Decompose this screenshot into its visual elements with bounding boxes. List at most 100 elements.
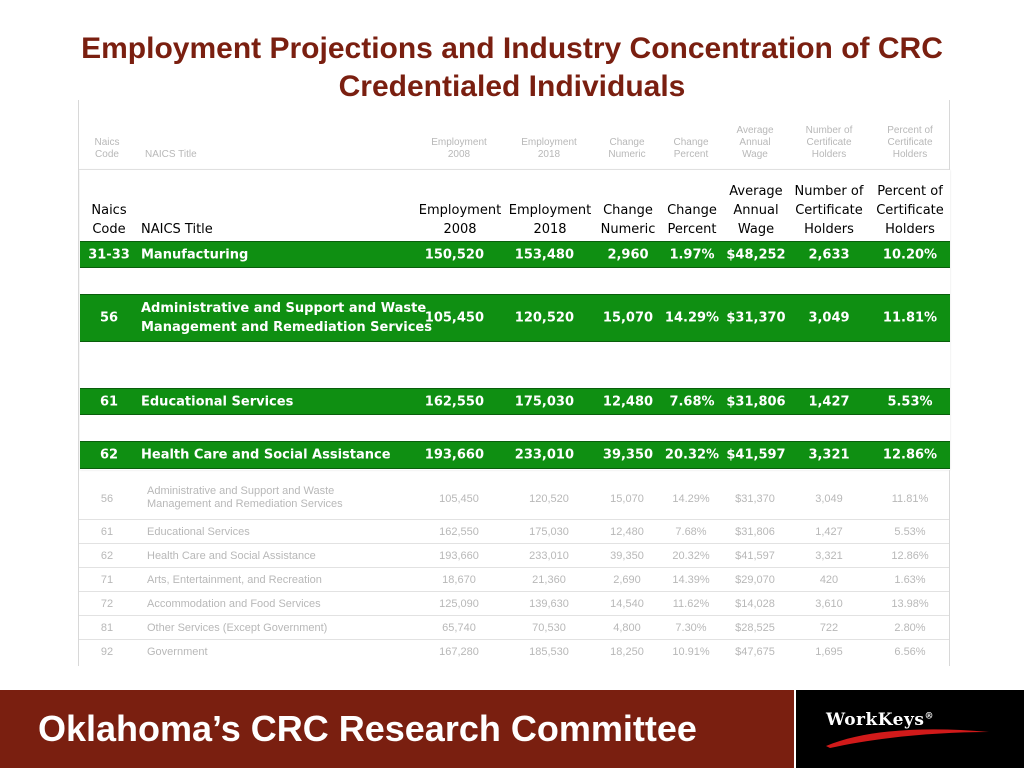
bg-h-e18-2: 2018 (537, 149, 561, 160)
header-wage-l1: Average (729, 184, 783, 199)
background-table-header: Naics Code NAICS Title Employment 2008 E… (79, 100, 949, 170)
row-chg-pct: 20.32% (672, 550, 710, 562)
header-naics-l2: Code (92, 222, 126, 237)
registered-mark: ® (924, 711, 934, 722)
header-num-holders-l1: Number of (794, 184, 864, 199)
row-emp2008: 193,660 (439, 550, 479, 562)
bg-header-title: NAICS Title (145, 149, 197, 160)
row-wage: $29,070 (735, 574, 775, 586)
row-emp2008: 18,670 (442, 574, 476, 586)
workkeys-logo-text: WorkKeys® (826, 710, 934, 730)
bg-h-ph-1: Percent of (887, 125, 933, 136)
row-chg-num: 12,480 (610, 526, 644, 538)
bg-header-naics: Naics Code (79, 137, 135, 161)
row-num-holders: 2,633 (808, 247, 850, 262)
bg-header-naics-l2: Code (95, 149, 119, 160)
row-chg-pct: 14.39% (672, 574, 710, 586)
row-num-holders: 1,695 (815, 646, 843, 658)
row-num-holders: 1,427 (808, 394, 850, 409)
bg-header-pct-holders: Percent of Certificate Holders (871, 125, 949, 161)
bg-header-naics-l1: Naics (94, 137, 120, 148)
header-chg-num-l2: Numeric (600, 222, 656, 237)
row-chg-num: 18,250 (610, 646, 644, 658)
workkeys-logo-word: WorkKeys (826, 710, 925, 730)
header-naics-l1: Naics (91, 203, 127, 218)
highlight-table-header: Naics Code NAICS Title Employment 2008 E… (80, 170, 950, 241)
workkeys-logo: WorkKeys® (794, 690, 1024, 768)
bg-header-chg-num: Change Numeric (595, 137, 659, 161)
header-chg-num: Change Numeric (596, 201, 660, 239)
header-pct-holders-l1: Percent of (877, 184, 943, 199)
bg-header-num-holders: Number of Certificate Holders (791, 125, 867, 161)
highlight-row-manufacturing: 31-33 Manufacturing 150,520 153,480 2,96… (80, 241, 950, 268)
row-title: Accommodation and Food Services (147, 598, 321, 610)
bg-h-cn-1: Change (609, 137, 645, 148)
row-emp2018: 70,530 (532, 622, 566, 634)
table-row: 62 Health Care and Social Assistance 193… (79, 544, 949, 568)
header-emp2008: Employment 2008 (416, 201, 504, 239)
header-num-holders-l2: Certificate (795, 203, 863, 218)
row-chg-pct: 7.30% (675, 622, 707, 634)
bg-h-cp-1: Change (673, 137, 709, 148)
bg-h-e18-1: Employment (521, 137, 577, 148)
row-code: 56 (100, 493, 114, 505)
highlight-row-educational: 61 Educational Services 162,550 175,030 … (80, 388, 950, 415)
row-emp2008: 193,660 (424, 447, 484, 463)
row-emp2018: 120,520 (529, 493, 569, 505)
row-code: 61 (99, 394, 119, 409)
row-pct-holders: 11.81% (891, 493, 929, 505)
row-code: 62 (99, 447, 119, 463)
bg-h-w-1: Average (736, 125, 774, 136)
bg-header-emp2008: Employment 2008 (419, 137, 499, 161)
header-chg-pct-l2: Percent (667, 222, 717, 237)
highlight-row-administrative: 56 Administrative and Support and Waste … (80, 294, 950, 342)
row-chg-pct: 7.68% (669, 394, 715, 409)
row-code: 72 (100, 598, 114, 610)
bg-header-chg-pct: Change Percent (661, 137, 721, 161)
bg-h-e08-1: Employment (431, 137, 487, 148)
row-title-line2: Management and Remediation Services (147, 498, 343, 510)
row-wage: $47,675 (735, 646, 775, 658)
row-title: Government (147, 646, 208, 658)
row-emp2008: 162,550 (424, 394, 484, 409)
row-title: Health Care and Social Assistance (141, 447, 391, 463)
bg-h-nh-3: Holders (811, 149, 847, 160)
row-title: Administrative and Support and Waste Man… (147, 485, 343, 511)
header-wage: Average Annual Wage (724, 182, 788, 239)
row-chg-num: 15,070 (602, 310, 654, 326)
row-pct-holders: 10.20% (882, 247, 938, 262)
row-chg-num: 14,540 (610, 598, 644, 610)
bg-h-nh-1: Number of (805, 125, 853, 136)
row-chg-pct: 1.97% (669, 247, 715, 262)
row-emp2008: 125,090 (439, 598, 479, 610)
row-pct-holders: 5.53% (894, 526, 926, 538)
row-pct-holders: 13.98% (891, 598, 929, 610)
table-row: 61 Educational Services 162,550 175,030 … (79, 520, 949, 544)
page-title: Employment Projections and Industry Conc… (81, 32, 943, 103)
row-wage: $31,806 (735, 526, 775, 538)
row-wage: $48,252 (726, 247, 786, 262)
row-emp2018: 120,520 (514, 310, 574, 326)
row-wage: $31,370 (726, 310, 786, 326)
background-table: Naics Code NAICS Title Employment 2008 E… (78, 100, 950, 666)
row-wage: $41,597 (726, 447, 786, 463)
header-emp2018-l1: Employment (508, 203, 592, 218)
footer-title: Oklahoma’s CRC Research Committee (38, 708, 697, 749)
row-chg-pct: 10.91% (672, 646, 710, 658)
row-emp2018: 153,480 (514, 247, 574, 262)
row-wage: $31,806 (726, 394, 786, 409)
header-wage-l3: Wage (737, 222, 775, 237)
row-pct-holders: 12.86% (882, 447, 938, 463)
row-code: 56 (99, 310, 119, 326)
row-pct-holders: 12.86% (891, 550, 929, 562)
header-pct-holders-l3: Holders (885, 222, 935, 237)
row-pct-holders: 5.53% (887, 394, 933, 409)
row-emp2018: 175,030 (514, 394, 574, 409)
table-row: 92 Government 167,280 185,530 18,250 10.… (79, 640, 949, 664)
bg-h-ph-2: Certificate (887, 137, 933, 148)
row-title: Health Care and Social Assistance (147, 550, 316, 562)
row-num-holders: 722 (819, 622, 839, 634)
bg-h-cp-2: Percent (673, 149, 709, 160)
bg-h-e08-2: 2008 (447, 149, 471, 160)
row-code: 92 (100, 646, 114, 658)
